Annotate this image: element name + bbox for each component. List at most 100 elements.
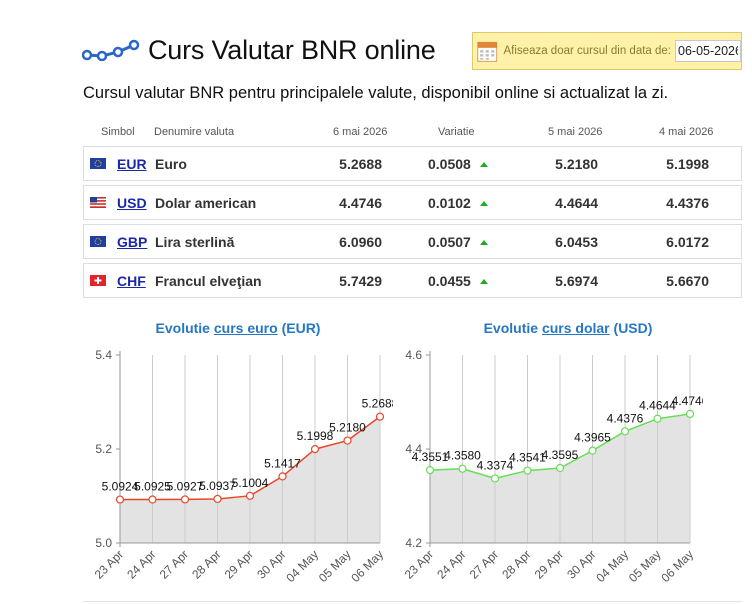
data-point [425, 466, 435, 475]
x-tick-label: 04 May [593, 547, 631, 585]
table-row: CHF Francul elveţian 5.7429 0.0455 5.697… [83, 263, 742, 298]
data-label: 4.3595 [542, 448, 579, 462]
prev-rate-1: 6.0453 [555, 234, 598, 250]
eu-flag-icon [90, 236, 106, 247]
chart-title-prefix: Evolutie [155, 320, 214, 336]
eur-chart-link[interactable]: curs euro [213, 320, 278, 336]
data-label: 5.1417 [264, 456, 301, 470]
x-tick-label: 06 May [658, 547, 696, 585]
currency-code-link[interactable]: CHF [117, 273, 146, 289]
date-filter: Afiseaza doar cursul din data de: [472, 32, 742, 70]
current-rate: 4.4746 [339, 195, 382, 211]
data-point [620, 427, 630, 436]
prev-rate-1: 5.6974 [555, 273, 598, 289]
data-point [685, 409, 695, 419]
prev-rate-2: 4.4376 [666, 195, 709, 211]
chart-title-suffix: (USD) [609, 320, 653, 336]
table-row: EUR Euro 5.2688 0.0508 5.2180 5.1998 [83, 146, 742, 181]
x-tick-label: 27 Apr [157, 547, 191, 581]
x-tick-label: 05 May [626, 547, 664, 585]
currency-code-link[interactable]: USD [117, 195, 147, 211]
data-point [555, 463, 565, 473]
variation-value: 0.0102 [428, 195, 471, 211]
currency-name: Francul elveţian [155, 273, 262, 289]
chart-title-prefix: Evolutie [483, 320, 542, 336]
x-tick-label: 23 Apr [92, 547, 126, 581]
data-label: 5.2180 [329, 421, 366, 435]
currency-code-link[interactable]: GBP [117, 234, 148, 250]
date-input[interactable] [675, 40, 741, 62]
data-label: 4.3541 [509, 451, 546, 465]
x-tick-label: 29 Apr [222, 547, 256, 581]
data-label: 4.4644 [639, 399, 676, 413]
current-rate: 6.0960 [339, 234, 382, 250]
data-point [653, 414, 662, 423]
data-point [343, 436, 352, 445]
y-tick-label: 5.4 [95, 348, 112, 362]
col-header-name: Denumire valuta [154, 126, 235, 138]
data-point [180, 495, 190, 504]
eur-chart-title: Evolutie curs euro (EUR) [83, 320, 393, 336]
page-subtitle: Cursul valutar BNR pentru principalele v… [83, 84, 669, 102]
y-tick-label: 4.2 [405, 536, 422, 550]
data-point [588, 446, 597, 455]
currency-name: Euro [155, 156, 187, 172]
header: Curs Valutar BNR online [82, 30, 436, 70]
page-title: Curs Valutar BNR online [148, 34, 436, 65]
table-row: USD Dolar american 4.4746 0.0102 4.4644 … [83, 185, 742, 220]
col-header-prev1: 5 mai 2026 [548, 126, 603, 138]
x-tick-label: 28 Apr [499, 547, 533, 581]
data-label: 4.3551 [412, 450, 449, 464]
data-label: 5.0924 [102, 480, 139, 494]
arrow-up-icon [480, 201, 488, 206]
line-chart-logo-icon [82, 39, 140, 61]
usd-chart-link[interactable]: curs dolar [541, 320, 610, 336]
data-point [375, 412, 385, 421]
data-point [278, 472, 287, 481]
eu-flag-icon [90, 158, 106, 169]
data-point [458, 464, 467, 473]
data-point [213, 494, 222, 504]
data-point [245, 491, 255, 500]
data-label: 4.3374 [477, 458, 514, 472]
x-tick-label: 29 Apr [532, 547, 566, 581]
data-point [490, 474, 500, 483]
prev-rate-2: 5.6670 [666, 273, 709, 289]
chart-title-suffix: (EUR) [277, 320, 321, 336]
col-header-prev2: 4 mai 2026 [659, 126, 714, 138]
y-tick-label: 5.0 [95, 536, 112, 550]
data-label: 4.4746 [672, 394, 703, 408]
y-tick-label: 4.6 [405, 348, 422, 362]
data-label: 5.0937 [199, 479, 236, 493]
variation-value: 0.0455 [428, 273, 471, 289]
x-tick-label: 23 Apr [402, 547, 436, 581]
table-row: GBP Lira sterlină 6.0960 0.0507 6.0453 6… [83, 224, 742, 259]
variation-value: 0.0507 [428, 234, 471, 250]
current-rate: 5.2688 [339, 156, 382, 172]
x-tick-label: 28 Apr [189, 547, 223, 581]
col-header-symbol: Simbol [101, 126, 135, 138]
currency-code-link[interactable]: EUR [117, 156, 147, 172]
ch-flag-icon [90, 275, 106, 286]
calendar-icon[interactable] [477, 37, 498, 65]
data-label: 4.3580 [444, 449, 481, 463]
date-filter-label: Afiseaza doar cursul din data de: [503, 45, 672, 57]
data-point [148, 495, 157, 504]
x-tick-label: 05 May [316, 547, 354, 585]
y-tick-label: 4.4 [405, 442, 422, 456]
col-header-variation: Variatie [438, 126, 475, 138]
divider [83, 601, 742, 602]
currency-table: EUR Euro 5.2688 0.0508 5.2180 5.1998 USD… [83, 146, 742, 302]
data-label: 4.3965 [574, 431, 611, 445]
prev-rate-1: 4.4644 [555, 195, 598, 211]
x-tick-label: 04 May [283, 547, 321, 585]
currency-name: Lira sterlină [155, 234, 235, 250]
data-point [115, 495, 125, 504]
variation-value: 0.0508 [428, 156, 471, 172]
data-label: 4.4376 [607, 411, 644, 425]
table-header: Simbol Denumire valuta 6 mai 2026 Variat… [83, 124, 742, 142]
data-point [310, 444, 320, 454]
arrow-up-icon [480, 279, 488, 284]
